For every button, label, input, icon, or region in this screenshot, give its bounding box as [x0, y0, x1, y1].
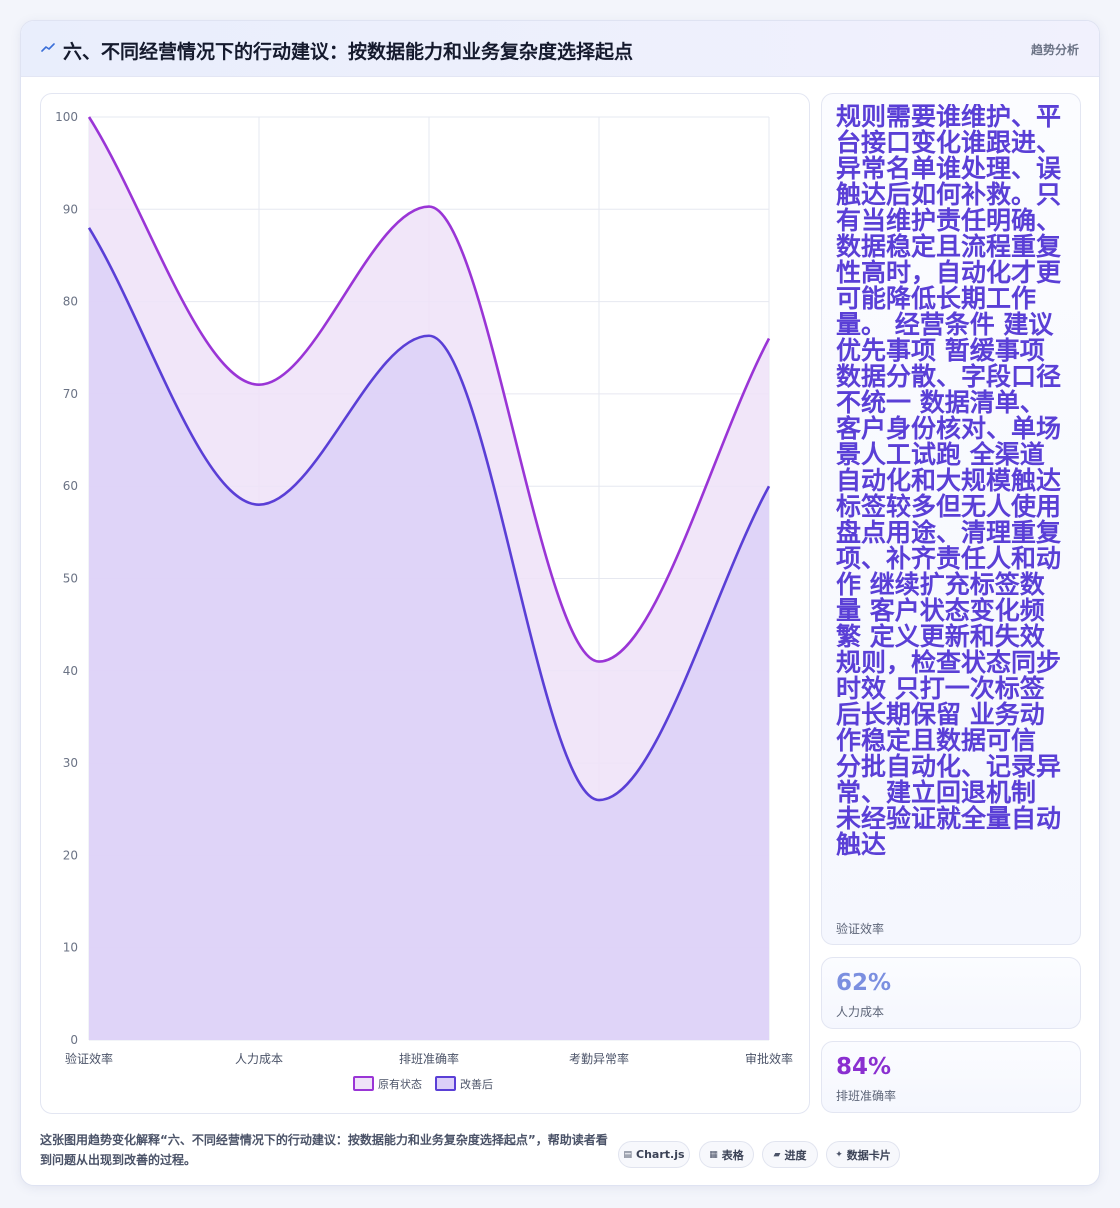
- chart-panel: 0 10 20 30 40 50 60 70 80 90 100 验证效率 人力成本 排班准确率 考勤异常率…: [40, 93, 810, 1114]
- kpi-label: 人力成本: [836, 1005, 885, 1019]
- insight-label: 验证效率: [836, 922, 885, 936]
- chip-label: 数据卡片: [846, 1148, 891, 1162]
- chip-label: 表格: [721, 1148, 744, 1162]
- y-tick-label: 60: [63, 479, 78, 493]
- table-icon: ▦: [709, 1149, 718, 1160]
- x-tick-label: 验证效率: [65, 1051, 113, 1066]
- kpi-card-labor-cost: 62% 人力成本: [821, 957, 1081, 1029]
- x-tick-label: 人力成本: [235, 1052, 283, 1066]
- y-tick-label: 70: [63, 387, 78, 401]
- x-tick-label: 审批效率: [745, 1051, 793, 1066]
- header-tag: 趋势分析: [1030, 43, 1079, 57]
- y-tick-label: 20: [63, 848, 78, 862]
- page-title: 六、不同经营情况下的行动建议：按数据能力和业务复杂度选择起点: [63, 41, 634, 63]
- progress-icon: ▰: [773, 1149, 781, 1160]
- y-tick-label: 10: [63, 941, 78, 955]
- y-tick-label: 0: [70, 1033, 78, 1047]
- legend-swatch: [353, 1076, 374, 1091]
- chip-table[interactable]: ▦ 表格: [699, 1141, 754, 1168]
- kpi-card-scheduling: 84% 排班准确率: [821, 1041, 1081, 1113]
- x-tick-label: 考勤异常率: [569, 1051, 629, 1066]
- legend-swatch: [435, 1076, 456, 1091]
- y-tick-label: 80: [63, 295, 78, 309]
- sparkle-icon: ✦: [835, 1149, 843, 1160]
- series-line-1: [87, 227, 771, 802]
- chart-icon: ▤: [623, 1149, 632, 1160]
- chip-progress[interactable]: ▰ 进度: [762, 1141, 818, 1168]
- y-tick-label: 40: [63, 664, 78, 678]
- chip-label: Chart.js: [636, 1148, 685, 1161]
- trend-line-icon: [41, 43, 55, 52]
- report-card: 六、不同经营情况下的行动建议：按数据能力和业务复杂度选择起点 趋势分析 0 10 2…: [20, 20, 1100, 1186]
- chip-label: 进度: [784, 1148, 807, 1162]
- y-tick-label: 90: [63, 202, 78, 216]
- legend-label: 改善后: [460, 1077, 493, 1091]
- chip-data-card[interactable]: ✦ 数据卡片: [826, 1141, 900, 1168]
- footer-description: 这张图用趋势变化解释“六、不同经营情况下的行动建议：按数据能力和业务复杂度选择起…: [40, 1133, 608, 1167]
- series-area-1: [89, 227, 769, 1040]
- series-line-0: [87, 116, 771, 663]
- legend-label: 原有状态: [378, 1077, 422, 1091]
- kpi-value: 84%: [836, 1054, 892, 1080]
- insight-card: 规则需要谁维护、平台接口变化谁跟进、异常名单谁处理、误触达后如何补救。只有当维护…: [821, 93, 1081, 945]
- area-chart: 0 10 20 30 40 50 60 70 80 90 100 验证效率 人力成本 排班准确率 考勤异常率…: [55, 110, 793, 1091]
- y-tick-label: 100: [55, 110, 78, 124]
- y-tick-label: 50: [63, 572, 78, 586]
- x-tick-label: 排班准确率: [399, 1051, 459, 1066]
- chip-chartjs[interactable]: ▤ Chart.js: [618, 1141, 690, 1168]
- card-header: 六、不同经营情况下的行动建议：按数据能力和业务复杂度选择起点 趋势分析: [21, 21, 1099, 77]
- kpi-value: 62%: [836, 970, 892, 996]
- kpi-label: 排班准确率: [836, 1089, 897, 1103]
- y-tick-label: 30: [63, 756, 78, 770]
- insight-text: 规则需要谁维护、平台接口变化谁跟进、异常名单谁处理、误触达后如何补救。只有当维护…: [836, 104, 1062, 859]
